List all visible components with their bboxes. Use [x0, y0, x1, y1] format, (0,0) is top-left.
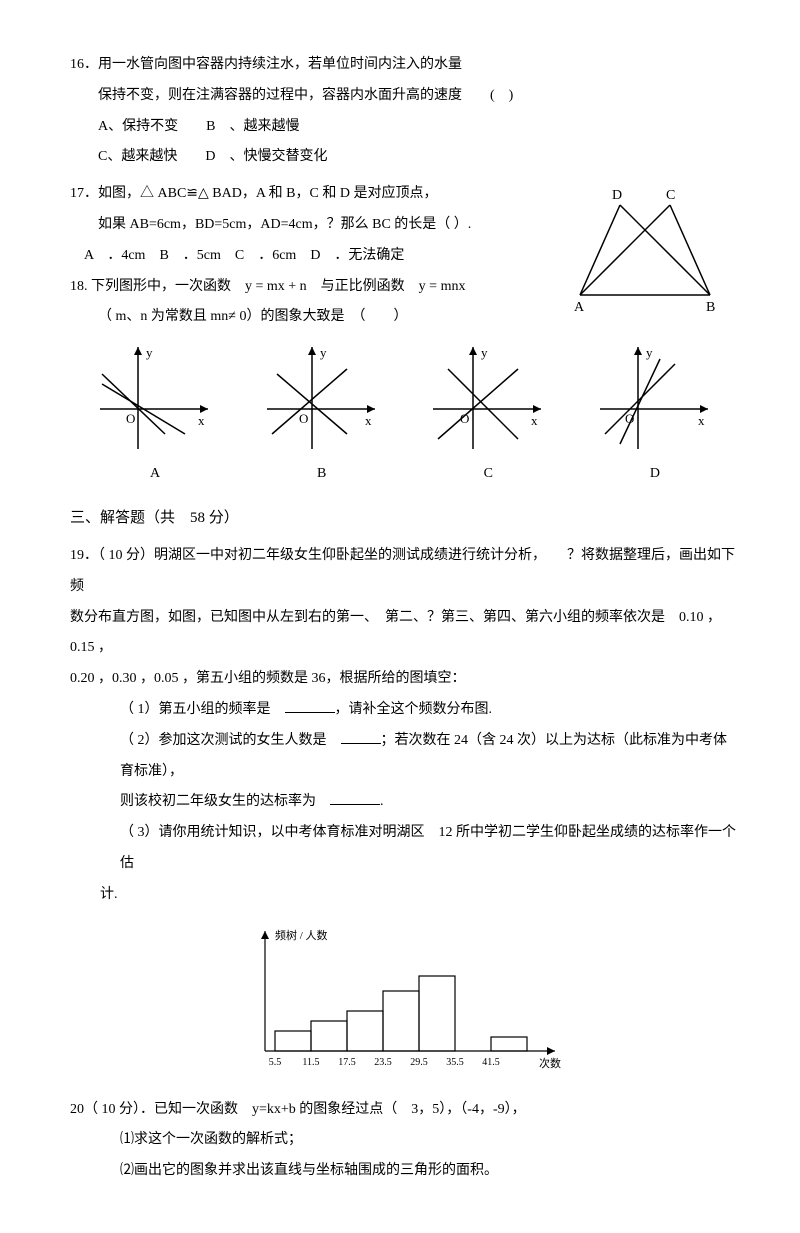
- q19-histogram: 频树 / 人数 次数 5.5 11.5 17.5 23.5 29.5 35.5 41.5: [70, 921, 740, 1081]
- svg-text:35.5: 35.5: [446, 1057, 464, 1068]
- q18-opt-C: y O x C: [423, 339, 553, 490]
- svg-text:O: O: [460, 411, 469, 426]
- q19-t1: （ 10 分）明湖区一中对初二年级女生仰卧起坐的测试成绩进行统计分析， ？将数据…: [70, 548, 735, 594]
- q19-l2: 数分布直方图，如图，已知图中从左到右的第一、 第二、？第三、第四、第六小组的频率…: [70, 603, 740, 665]
- svg-text:x: x: [198, 413, 205, 428]
- q18-num: 18.: [70, 279, 88, 294]
- q17-text1: 如图，△ ABC≌△ BAD，A 和 B，C 和 D 是对应顶点，: [98, 186, 437, 201]
- q19-p2c-row: 则该校初二年级女生的达标率为 .: [70, 787, 740, 818]
- svg-text:y: y: [646, 345, 653, 360]
- q19-p2d: .: [380, 794, 384, 809]
- svg-text:41.5: 41.5: [482, 1057, 500, 1068]
- q18-label-D: D: [590, 459, 720, 490]
- q18-opt-B: y O x B: [257, 339, 387, 490]
- q18-options: y O x A y O x B y O x: [90, 339, 720, 490]
- svg-text:5.5: 5.5: [269, 1057, 282, 1068]
- blank-1: [285, 698, 335, 713]
- q19-l3: 0.20 ，0.30 ，0.05 ，第五小组的频数是 36，根据所给的图填空：: [70, 664, 740, 695]
- q19-p1a: （ 1）第五小组的频率是: [120, 702, 285, 717]
- svg-text:O: O: [126, 411, 135, 426]
- q19-l1: 19．（ 10 分）明湖区一中对初二年级女生仰卧起坐的测试成绩进行统计分析， ？…: [70, 541, 740, 603]
- svg-text:y: y: [146, 345, 153, 360]
- q20-p2: ⑵画出它的图象并求出该直线与坐标轴围成的三角形的面积。: [70, 1156, 740, 1187]
- q18-label-C: C: [423, 459, 553, 490]
- question-19: 19．（ 10 分）明湖区一中对初二年级女生仰卧起坐的测试成绩进行统计分析， ？…: [70, 541, 740, 911]
- q20-p1: ⑴求这个一次函数的解析式；: [70, 1125, 740, 1156]
- svg-text:17.5: 17.5: [338, 1057, 356, 1068]
- q16-line1: 16．用一水管向图中容器内持续注水，若单位时间内注入的水量: [70, 50, 740, 81]
- q18-opt-D: y O x D: [590, 339, 720, 490]
- q16-line2: 保持不变，则在注满容器的过程中，容器内水面升高的速度 ( ): [70, 81, 740, 112]
- q19-p2: （ 2）参加这次测试的女生人数是 ；若次数在 24（含 24 次）以上为达标（此…: [70, 726, 740, 788]
- q17-label-D: D: [612, 188, 622, 203]
- section-3-title: 三、解答题（共 58 分）: [70, 502, 740, 535]
- svg-text:O: O: [299, 411, 308, 426]
- q17-figure: A B D C: [560, 185, 740, 315]
- svg-text:x: x: [365, 413, 372, 428]
- q16-text1: 用一水管向图中容器内持续注水，若单位时间内注入的水量: [98, 57, 462, 72]
- q16-optsAB: A、保持不变 B 、越来越慢: [70, 112, 740, 143]
- hist-ylabel: 频树 / 人数: [275, 928, 328, 942]
- svg-text:y: y: [481, 345, 488, 360]
- q19-p2c: 则该校初二年级女生的达标率为: [120, 794, 330, 809]
- q18-text1: 下列图形中，一次函数 y = mx + n 与正比例函数 y = mnx: [91, 279, 465, 294]
- q20-l1: 20（ 10 分）．已知一次函数 y=kx+b 的图象经过点（ 3，5），（-4…: [70, 1095, 740, 1126]
- q19-p3: （ 3）请你用统计知识，以中考体育标准对明湖区 12 所中学初二学生仰卧起坐成绩…: [70, 818, 740, 880]
- q17-opts: A ．4cm B ．5cm C ．6cm D ．无法确定: [70, 241, 560, 272]
- q16-num: 16．: [70, 57, 98, 72]
- svg-text:23.5: 23.5: [374, 1057, 392, 1068]
- svg-text:29.5: 29.5: [410, 1057, 428, 1068]
- question-16: 16．用一水管向图中容器内持续注水，若单位时间内注入的水量 保持不变，则在注满容…: [70, 50, 740, 173]
- question-20: 20（ 10 分）．已知一次函数 y=kx+b 的图象经过点（ 3，5），（-4…: [70, 1095, 740, 1187]
- q19-p1b: ，请补全这个频数分布图.: [335, 702, 493, 717]
- q18-label-B: B: [257, 459, 387, 490]
- svg-text:y: y: [320, 345, 327, 360]
- q19-p3b: 计.: [70, 880, 740, 911]
- question-17: 17．如图，△ ABC≌△ BAD，A 和 B，C 和 D 是对应顶点， 如果 …: [70, 179, 740, 333]
- svg-text:O: O: [625, 411, 634, 426]
- blank-2: [341, 729, 381, 744]
- q17-label-C: C: [666, 188, 675, 203]
- q19-num: 19．: [70, 548, 98, 563]
- hist-xlabel: 次数: [539, 1056, 561, 1070]
- blank-3: [330, 790, 380, 805]
- svg-text:x: x: [698, 413, 705, 428]
- q16-optsCD: C、越来越快 D 、快慢交替变化: [70, 142, 740, 173]
- q17-label-B: B: [706, 300, 715, 315]
- q18-label-A: A: [90, 459, 220, 490]
- svg-text:11.5: 11.5: [302, 1057, 319, 1068]
- q19-p2a: （ 2）参加这次测试的女生人数是: [120, 733, 341, 748]
- q17-line2: 如果 AB=6cm，BD=5cm，AD=4cm，？那么 BC 的长是（ ）.: [70, 210, 560, 241]
- q18-line1: 18. 下列图形中，一次函数 y = mx + n 与正比例函数 y = mnx: [70, 272, 560, 303]
- q18-line2: （ m、n 为常数且 mn≠ 0）的图象大致是 （ ）: [70, 302, 560, 333]
- q17-line1: 17．如图，△ ABC≌△ BAD，A 和 B，C 和 D 是对应顶点，: [70, 179, 560, 210]
- q19-p1: （ 1）第五小组的频率是 ，请补全这个频数分布图.: [70, 695, 740, 726]
- svg-text:x: x: [531, 413, 538, 428]
- q18-opt-A: y O x A: [90, 339, 220, 490]
- q17-num: 17．: [70, 186, 98, 201]
- q17-label-A: A: [574, 300, 585, 315]
